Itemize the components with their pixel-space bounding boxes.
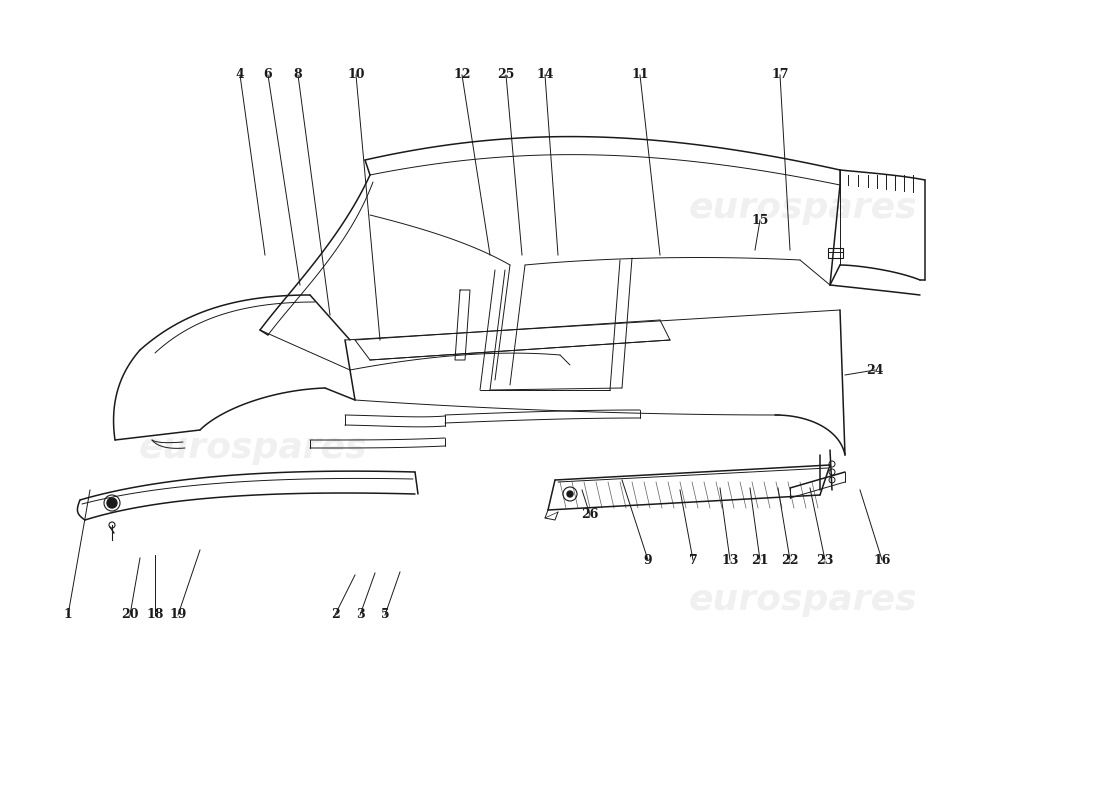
Text: 21: 21: [751, 554, 769, 566]
Text: 16: 16: [873, 554, 891, 566]
Text: 11: 11: [631, 69, 649, 82]
Text: 25: 25: [497, 69, 515, 82]
Circle shape: [107, 498, 117, 508]
Text: eurospares: eurospares: [689, 191, 917, 225]
Text: 22: 22: [781, 554, 799, 566]
Text: 26: 26: [581, 509, 598, 522]
Text: 2: 2: [331, 609, 340, 622]
Text: 19: 19: [169, 609, 187, 622]
Text: 18: 18: [146, 609, 164, 622]
Text: 1: 1: [64, 609, 73, 622]
Text: 4: 4: [235, 69, 244, 82]
Text: 6: 6: [264, 69, 273, 82]
Text: 9: 9: [644, 554, 652, 566]
Text: eurospares: eurospares: [689, 583, 917, 617]
Text: 17: 17: [771, 69, 789, 82]
Text: 14: 14: [537, 69, 553, 82]
Text: 8: 8: [294, 69, 302, 82]
Text: 5: 5: [381, 609, 389, 622]
Text: eurospares: eurospares: [139, 431, 367, 465]
Text: 10: 10: [348, 69, 365, 82]
Text: 12: 12: [453, 69, 471, 82]
Circle shape: [566, 491, 573, 497]
Text: 15: 15: [751, 214, 769, 226]
Text: 13: 13: [722, 554, 739, 566]
Bar: [828, 248, 843, 258]
Text: 7: 7: [689, 554, 697, 566]
Text: 20: 20: [121, 609, 139, 622]
Text: 23: 23: [816, 554, 834, 566]
Text: 3: 3: [355, 609, 364, 622]
Text: 24: 24: [867, 363, 883, 377]
